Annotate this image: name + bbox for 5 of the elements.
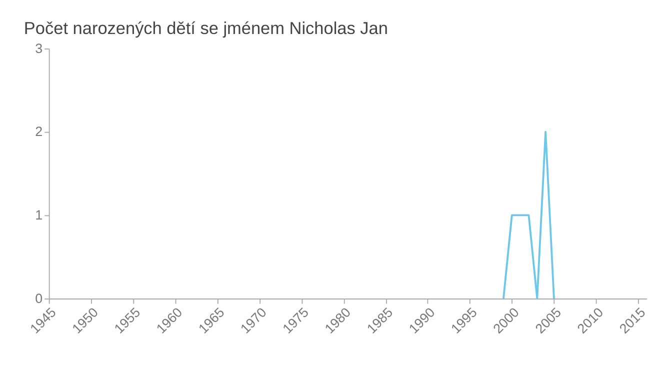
y-tick-label: 1 (35, 208, 43, 222)
y-tick-label: 2 (35, 124, 43, 140)
y-tick-label: 3 (35, 40, 43, 56)
chart-title: Počet narozených dětí se jménem Nicholas Jan (24, 18, 388, 38)
y-tick-label: 0 (35, 290, 43, 306)
